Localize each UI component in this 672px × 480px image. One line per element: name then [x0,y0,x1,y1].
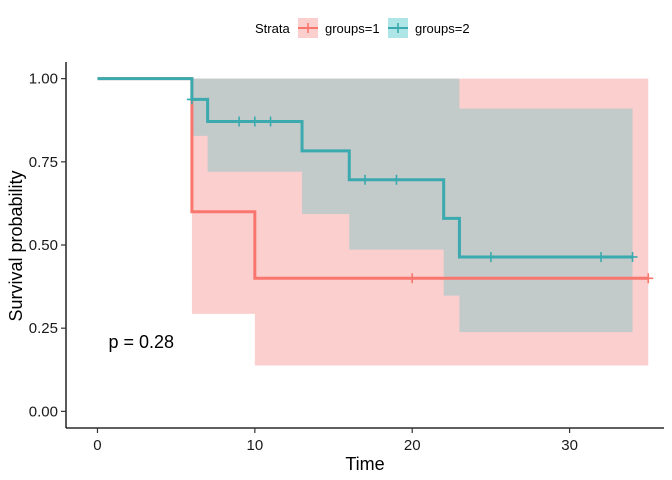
censor-mark-groups-2-0 [186,94,197,105]
legend-key-mark-groups-1 [303,23,313,33]
y-tick-label-1: 0.25 [29,320,58,337]
legend-item-groups-2: groups=2 [388,18,470,38]
x-tick-label-0: 0 [93,437,101,454]
y-tick-label-2: 0.50 [29,237,58,254]
y-tick-label-0: 0.00 [29,403,58,420]
censor-mark-groups-2-1 [234,116,245,127]
censor-mark-groups-2-6 [485,251,496,262]
x-tick-label-20: 20 [404,437,421,454]
legend: Strata groups=1 groups=2 [255,18,470,38]
y-axis-title: Survival probability [6,170,26,321]
y-tick-label-4: 1.00 [29,71,58,88]
y-tick-label-3: 0.75 [29,154,58,171]
axes: 0 10 20 30 0.00 0.25 0.50 0.75 1.00 [29,62,664,454]
x-axis-title: Time [345,454,384,474]
p-value-annotation: p = 0.28 [108,332,174,352]
legend-title: Strata [255,21,290,36]
censor-mark-groups-2-4 [360,174,370,185]
censor-mark-groups-1-1 [643,273,654,284]
legend-item-groups-1: groups=1 [298,18,380,38]
x-tick-label-10: 10 [246,437,263,454]
censor-marks [186,94,654,284]
censor-mark-groups-2-3 [265,116,276,127]
x-tick-label-30: 30 [561,437,578,454]
plot-area [97,77,654,366]
censor-mark-groups-1-0 [407,273,418,284]
censor-mark-groups-2-8 [627,251,638,262]
legend-label-groups-2: groups=2 [415,21,470,36]
legend-key-mark-groups-2 [393,23,403,33]
legend-label-groups-1: groups=1 [325,21,380,36]
censor-mark-groups-2-2 [249,116,260,127]
censor-mark-groups-2-7 [596,251,607,262]
censor-mark-groups-2-5 [391,174,402,185]
